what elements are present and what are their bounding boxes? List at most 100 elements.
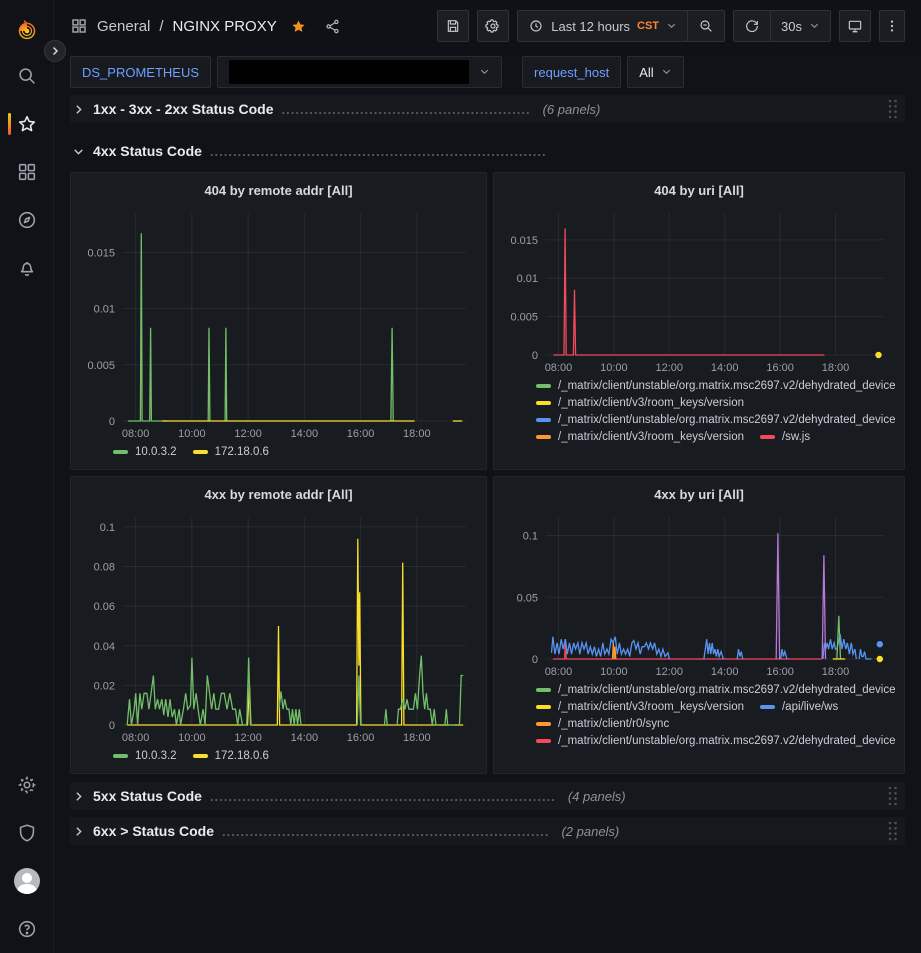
main-area: General / NGINX PROXY	[54, 0, 921, 953]
svg-text:12:00: 12:00	[656, 362, 684, 374]
legend-item[interactable]: /_matrix/client/v3/room_keys/version	[536, 397, 744, 409]
panel-404-by-uri: 404 by uri [All] 08:00 10:00 12:00 14:00 16:…	[493, 172, 905, 470]
legend-item[interactable]: /_matrix/client/unstable/org.matrix.msc2…	[536, 684, 896, 696]
row-header-6xx[interactable]: 6xx > Status Code ......................…	[70, 817, 905, 845]
sidebar-item-dashboards[interactable]	[0, 148, 53, 196]
tv-mode-button[interactable]	[839, 10, 871, 42]
refresh-button[interactable]	[734, 11, 770, 41]
svg-text:08:00: 08:00	[545, 666, 573, 678]
row-title: 6xx > Status Code	[93, 823, 214, 839]
sidebar-item-server-admin[interactable]	[0, 809, 53, 857]
row-header-1xx-3xx-2xx[interactable]: 1xx - 3xx - 2xx Status Code ............…	[70, 95, 905, 123]
time-series-chart: 08:00 10:00 12:00 14:00 16:00 18:00 0 0.02 0.04 0…	[94, 517, 466, 744]
nav-actions: Last 12 hours CST 30s	[437, 10, 905, 42]
chart-legend: /_matrix/client/unstable/org.matrix.msc2…	[502, 375, 896, 465]
legend-item[interactable]: /_matrix/client/unstable/org.matrix.msc2…	[536, 735, 896, 747]
legend-item[interactable]: /_matrix/client/v3/room_keys/version	[536, 701, 744, 713]
panel-title[interactable]: 4xx by remote addr [All]	[204, 486, 353, 502]
more-options-kebab-icon[interactable]	[879, 10, 905, 42]
refresh-interval-picker[interactable]: 30s	[770, 11, 830, 41]
variable-value-request-host[interactable]: All	[627, 56, 684, 88]
time-picker-group: Last 12 hours CST	[517, 10, 726, 42]
chevron-down-icon	[809, 19, 820, 34]
variable-ds-prometheus: DS_PROMETHEUS	[70, 56, 503, 88]
chart-legend: /_matrix/client/unstable/org.matrix.msc2…	[502, 679, 896, 769]
legend-item[interactable]: /api/live/ws	[759, 701, 838, 713]
sidebar-item-explore[interactable]	[0, 196, 53, 244]
svg-text:0.06: 0.06	[94, 601, 115, 613]
row-drag-handle[interactable]	[886, 98, 899, 120]
legend-item[interactable]: 10.0.3.2	[113, 446, 177, 458]
legend-item[interactable]: /_matrix/client/r0/sync	[536, 718, 669, 730]
svg-text:0.1: 0.1	[523, 531, 538, 543]
svg-text:14:00: 14:00	[291, 428, 319, 440]
legend-item[interactable]: /sw.js	[759, 431, 810, 443]
row-panel-count: (2 panels)	[561, 823, 620, 839]
search-icon[interactable]	[0, 52, 53, 100]
svg-text:18:00: 18:00	[403, 732, 431, 744]
svg-text:0.05: 0.05	[517, 592, 538, 604]
variable-label-ds-prometheus[interactable]: DS_PROMETHEUS	[70, 56, 212, 88]
svg-text:10:00: 10:00	[178, 428, 206, 440]
legend-item[interactable]: 10.0.3.2	[113, 750, 177, 762]
variable-value-dropdown[interactable]	[217, 56, 503, 88]
row-header-4xx[interactable]: 4xx Status Code ........................…	[70, 137, 905, 165]
panel-4xx-by-remote-addr: 4xx by remote addr [All] 08:00 10:00 12:00…	[70, 476, 487, 774]
row-title: 4xx Status Code	[93, 143, 202, 159]
timezone-label: CST	[637, 20, 660, 32]
row-header-5xx[interactable]: 5xx Status Code ........................…	[70, 782, 905, 810]
time-range-picker[interactable]: Last 12 hours CST	[518, 11, 687, 41]
chevron-right-icon	[72, 790, 85, 803]
svg-text:08:00: 08:00	[122, 732, 150, 744]
row-leader-dots: ........................................…	[209, 143, 547, 159]
sidebar-item-help[interactable]	[0, 905, 53, 953]
panel-grid: 404 by remote addr [All] 08:00 10:00 12:00…	[70, 172, 905, 774]
sidebar-item-configuration[interactable]	[0, 761, 53, 809]
legend-item[interactable]: /_matrix/client/v3/room_keys/version	[536, 431, 744, 443]
share-icon[interactable]	[320, 14, 345, 39]
panel-title[interactable]: 404 by uri [All]	[654, 182, 744, 198]
row-leader-dots: ........................................…	[281, 101, 531, 117]
dashboard-title: NGINX PROXY	[172, 17, 277, 35]
row-drag-handle[interactable]	[886, 820, 899, 842]
chart-legend: 10.0.3.2 172.18.0.6	[79, 745, 478, 769]
sidebar-item-alerting[interactable]	[0, 244, 53, 292]
chevron-right-icon	[72, 103, 85, 116]
svg-text:0: 0	[532, 654, 538, 666]
legend-item[interactable]: /_matrix/client/unstable/org.matrix.msc2…	[536, 380, 896, 392]
panel-title[interactable]: 404 by remote addr [All]	[204, 182, 353, 198]
legend-item[interactable]: /_matrix/client/unstable/org.matrix.msc2…	[536, 414, 896, 426]
breadcrumb-section[interactable]: General	[97, 17, 151, 35]
svg-text:16:00: 16:00	[347, 732, 375, 744]
svg-text:10:00: 10:00	[600, 666, 628, 678]
dashboard-canvas: 1xx - 3xx - 2xx Status Code ............…	[54, 92, 921, 953]
variables-bar: DS_PROMETHEUS request_host All	[54, 52, 921, 92]
favorite-star-icon[interactable]	[286, 14, 311, 39]
user-avatar[interactable]	[0, 857, 53, 905]
row-panel-count: (4 panels)	[567, 788, 626, 804]
chevron-down-icon	[661, 65, 672, 80]
svg-text:0: 0	[109, 720, 115, 732]
svg-text:0.02: 0.02	[94, 680, 115, 692]
svg-text:18:00: 18:00	[822, 666, 850, 678]
variable-label-request-host[interactable]: request_host	[522, 56, 622, 88]
chart-legend: 10.0.3.2 172.18.0.6	[79, 441, 478, 465]
variable-value-all: All	[639, 64, 654, 80]
svg-text:16:00: 16:00	[766, 666, 794, 678]
row-title: 5xx Status Code	[93, 788, 202, 804]
zoom-out-button[interactable]	[687, 11, 724, 41]
legend-item[interactable]: 172.18.0.6	[192, 446, 269, 458]
save-dashboard-button[interactable]	[437, 10, 470, 42]
svg-text:14:00: 14:00	[711, 362, 739, 374]
legend-item[interactable]: 172.18.0.6	[192, 750, 269, 762]
avatar	[13, 868, 40, 894]
sidebar-expand-button[interactable]	[44, 40, 66, 62]
sidebar-item-starred[interactable]	[0, 100, 53, 148]
svg-text:0.01: 0.01	[517, 273, 538, 285]
dashboard-settings-button[interactable]	[477, 10, 510, 42]
breadcrumb: General / NGINX PROXY	[70, 14, 345, 39]
panel-title[interactable]: 4xx by uri [All]	[654, 486, 744, 502]
row-drag-handle[interactable]	[886, 785, 899, 807]
grafana-logo[interactable]	[0, 8, 53, 52]
